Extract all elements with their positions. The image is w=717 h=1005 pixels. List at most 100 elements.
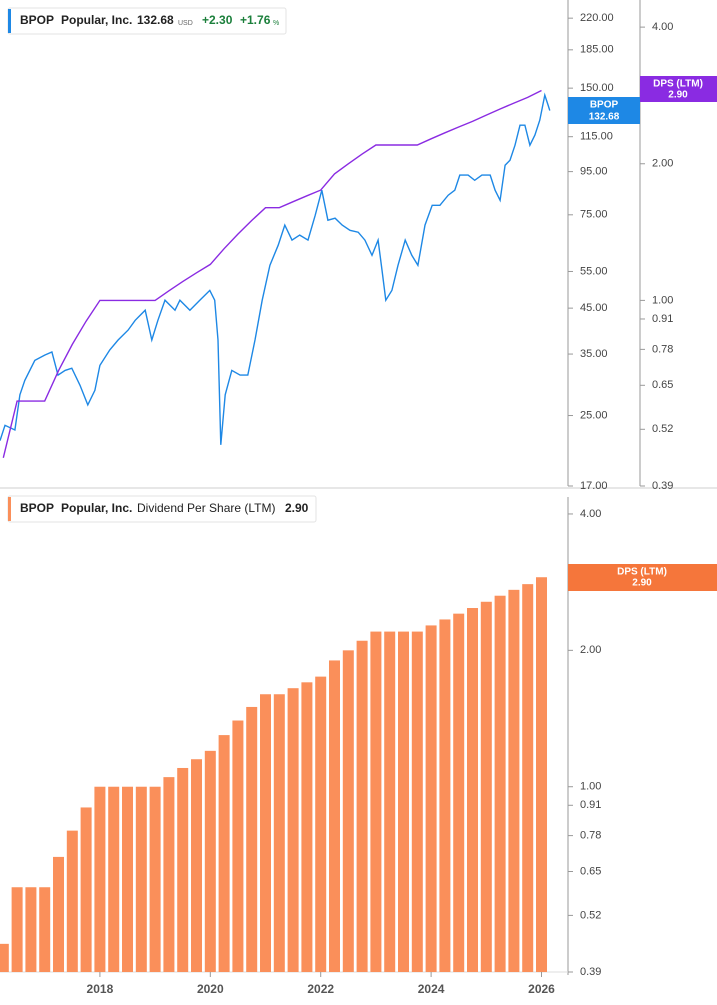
y-tick-label: 0.39 (580, 966, 601, 978)
y-tick-label: 0.65 (652, 379, 673, 391)
y-tick-label: 0.65 (580, 865, 601, 877)
bar (536, 577, 548, 972)
bar (356, 640, 368, 972)
bar (453, 613, 465, 972)
dps-badge: DPS (LTM)2.90 (568, 564, 717, 591)
bar (370, 631, 382, 972)
x-tick-label: 2022 (307, 982, 334, 996)
dps-badge (640, 76, 717, 102)
bar (53, 856, 65, 972)
y-tick-label: 0.78 (652, 343, 673, 355)
badge-label: DPS (LTM) (617, 567, 667, 578)
legend-change: +2.30 (202, 13, 233, 27)
price-badge (568, 97, 640, 124)
y-tick-label: 2.00 (652, 158, 673, 170)
badge-bg (568, 564, 717, 591)
bar (122, 786, 134, 972)
y-tick-label: 0.78 (580, 830, 601, 842)
bar (329, 660, 341, 972)
x-tick-label: 2026 (528, 982, 555, 996)
bar (232, 720, 244, 972)
bar (411, 631, 423, 972)
bar (287, 688, 299, 972)
price-panel: 220.00 185.00 150.00 115.00 95.00 75.00 55.00 4… (0, 12, 673, 492)
y-tick-label: 115.00 (580, 131, 613, 143)
y-tick-label: 95.00 (580, 166, 608, 178)
y-tick-label: 75.00 (580, 209, 608, 221)
bar (204, 750, 216, 972)
bar (39, 887, 51, 972)
bar (301, 682, 313, 972)
legend-price: 132.68 (137, 13, 174, 27)
bar (522, 584, 534, 972)
bar (467, 608, 479, 972)
bar (260, 694, 272, 972)
y-tick-label: 150.00 (580, 82, 614, 94)
bar (508, 589, 520, 972)
bar (494, 595, 506, 972)
bar (135, 786, 147, 972)
bar (177, 767, 189, 972)
line-series (0, 92, 551, 445)
bar (191, 759, 203, 972)
x-tick-label: 2020 (197, 982, 224, 996)
y-tick-label: 17.00 (580, 480, 608, 492)
bar (0, 943, 9, 972)
bar (66, 830, 78, 972)
y-tick-label: 0.39 (652, 480, 673, 492)
bar (425, 625, 437, 972)
y-tick-label: 0.91 (580, 799, 601, 811)
y-tick-label: 55.00 (580, 265, 608, 277)
bar (398, 631, 410, 972)
bar (315, 676, 327, 972)
legend-symbol: BPOP (20, 501, 54, 515)
bar (439, 619, 451, 972)
x-tick-label: 2018 (87, 982, 114, 996)
dps-panel: 4.003.002.001.000.910.780.650.520.392018… (0, 508, 601, 996)
y-tick-label: 0.91 (652, 313, 673, 325)
legend-change-pct: +1.76 (240, 13, 271, 27)
y-tick-label: 45.00 (580, 302, 608, 314)
bar (480, 601, 492, 972)
legend-company: Popular, Inc. (61, 13, 132, 27)
bar (342, 650, 354, 972)
y-tick-label: 1.00 (652, 294, 673, 306)
badge-price: 132.68 (589, 112, 620, 123)
y-tick-label: 25.00 (580, 409, 608, 421)
y-tick-label: 4.00 (652, 21, 673, 33)
bar (218, 735, 230, 972)
badge-symbol: BPOP (590, 100, 619, 111)
legend-symbol: BPOP (20, 13, 54, 27)
bar (273, 694, 285, 972)
legend-metric: Dividend Per Share (LTM) (137, 501, 276, 515)
badge-value: 2.90 (668, 90, 688, 101)
bar (94, 786, 106, 972)
y-tick-label: 185.00 (580, 44, 614, 56)
bar (149, 786, 161, 972)
y-tick-label: 0.52 (652, 423, 673, 435)
y-tick-label: 220.00 (580, 12, 614, 24)
badge-label: DPS (LTM) (653, 79, 703, 90)
y-tick-label: 2.00 (580, 644, 601, 656)
legend-swatch (8, 497, 11, 521)
x-tick-label: 2024 (418, 982, 445, 996)
legend-swatch (8, 9, 11, 33)
bar (163, 777, 175, 972)
y-tick-label: 4.00 (580, 508, 601, 520)
legend-pct-sign: % (273, 20, 279, 27)
bar (80, 807, 92, 972)
bar (25, 887, 37, 972)
y-tick-label: 0.52 (580, 909, 601, 921)
line-series (2, 89, 542, 458)
bar (11, 887, 23, 972)
y-tick-label: 35.00 (580, 348, 608, 360)
legend-company: Popular, Inc. (61, 501, 132, 515)
bar (108, 786, 120, 972)
bar (246, 706, 258, 972)
legend-currency: USD (178, 20, 193, 27)
legend-last: 2.90 (285, 501, 309, 515)
bar (384, 631, 396, 972)
badge-value: 2.90 (632, 578, 652, 589)
y-tick-label: 1.00 (580, 781, 601, 793)
